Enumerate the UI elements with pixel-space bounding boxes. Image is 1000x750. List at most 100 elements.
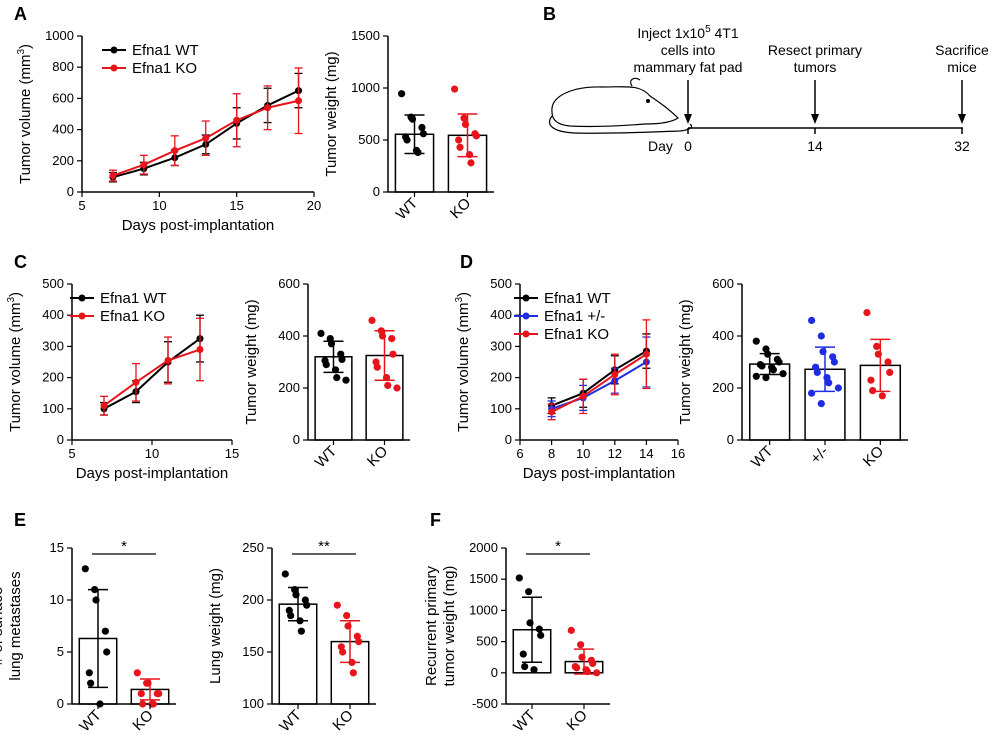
- data-point: [139, 700, 147, 708]
- data-point: [752, 372, 760, 380]
- legend-marker: [522, 312, 530, 320]
- data-point: [519, 650, 527, 658]
- data-point: [752, 337, 760, 345]
- y-tick-label: 5: [57, 644, 64, 659]
- data-point: [863, 309, 871, 317]
- data-point: [342, 376, 350, 384]
- x-tick-label: 10: [152, 198, 166, 213]
- y-tick-label: 100: [490, 401, 512, 416]
- y-tick-label: 600: [278, 276, 300, 291]
- legend-marker: [78, 294, 86, 302]
- data-point: [817, 332, 825, 340]
- series-line: [103, 348, 201, 407]
- data-point: [355, 638, 363, 646]
- y-axis-label: Tumor volume (mm3): [16, 44, 34, 184]
- series-efna1-wt: [547, 333, 651, 415]
- y-tick-label: 0: [491, 665, 498, 680]
- y-axis-label: Lung weight (mg): [207, 568, 224, 684]
- inject-label-line3: mammary fat pad: [634, 59, 743, 75]
- x-tick-label: 8: [548, 446, 555, 461]
- data-point: [384, 381, 392, 389]
- data-point: [155, 690, 163, 698]
- data-point: [515, 574, 523, 582]
- y-tick-label: 500: [476, 634, 498, 649]
- bar-chart-C-bar: 0 200 400 600 Tumor weight (mg) WT KO: [243, 276, 410, 471]
- data-point: [808, 316, 816, 324]
- significance-label: *: [121, 538, 127, 555]
- data-point: [813, 368, 821, 376]
- y-tick-label: 200: [278, 380, 300, 395]
- y-tick-label: 600: [712, 276, 734, 291]
- y-tick-label: 0: [727, 432, 734, 447]
- y-axis-label: # of surface: [0, 587, 6, 665]
- y-axis-label: Recurrent primary: [423, 565, 440, 686]
- data-point: [589, 659, 597, 668]
- y-axis-label: lung metastases: [7, 571, 24, 680]
- arrow-down-icon: [684, 80, 692, 124]
- line-chart-C-line: 0 100 200 300 400 500 Tumor volume (mm3) 5 10 15 D…: [6, 276, 239, 482]
- x-tick-label: 5: [78, 198, 85, 213]
- series-efna1-ko: [108, 67, 303, 182]
- y-tick-label: 200: [712, 380, 734, 395]
- data-point: [521, 662, 529, 671]
- data-point: [349, 669, 357, 677]
- data-point: [834, 384, 842, 392]
- x-tick-label: KO: [563, 707, 590, 734]
- data-point: [418, 123, 426, 132]
- data-point: [573, 664, 581, 672]
- data-point: [762, 374, 770, 382]
- legend-label: Efna1 WT: [544, 290, 611, 307]
- data-point: [535, 625, 543, 633]
- resect-label: Resect primary: [768, 42, 862, 58]
- data-point: [456, 143, 464, 151]
- data-point: [467, 159, 475, 167]
- data-point: [454, 136, 463, 144]
- y-tick-label: 200: [52, 153, 74, 168]
- data-point: [642, 350, 650, 358]
- day-tick-label: 32: [954, 138, 970, 154]
- sacrifice-label-line2: mice: [947, 59, 977, 75]
- legend-marker: [110, 64, 118, 72]
- series-efna1-ko: [100, 317, 204, 416]
- data-point: [878, 392, 886, 400]
- y-tick-label: 300: [42, 338, 64, 353]
- data-point: [287, 612, 295, 620]
- data-point: [264, 104, 272, 112]
- data-point: [537, 631, 545, 639]
- arrow-down-icon: [811, 80, 819, 124]
- line-chart-A-line: 0 200 400 600 800 1000 Tumor volume (mm3) 5 10 15…: [16, 28, 321, 234]
- data-point: [333, 601, 341, 609]
- x-tick-label: WT: [76, 707, 105, 736]
- x-axis-label: Days post-implantation: [122, 217, 275, 234]
- significance-label: **: [318, 538, 330, 555]
- x-tick-label: 12: [608, 446, 622, 461]
- panel-label-a: A: [14, 4, 27, 24]
- data-point: [373, 363, 381, 371]
- x-tick-label: 15: [225, 446, 239, 461]
- y-tick-label: 400: [712, 328, 734, 343]
- data-point: [87, 679, 95, 687]
- y-tick-label: 800: [52, 59, 74, 74]
- data-point: [611, 370, 619, 378]
- data-point: [196, 346, 204, 354]
- x-tick-label: 10: [576, 446, 590, 461]
- data-point: [886, 368, 894, 376]
- y-tick-label: 500: [358, 132, 380, 147]
- data-point: [825, 379, 833, 387]
- y-tick-label: 300: [490, 338, 512, 353]
- data-point: [133, 669, 141, 677]
- panel-label-b: B: [543, 4, 556, 24]
- y-tick-label: 0: [57, 432, 64, 447]
- data-point: [368, 316, 376, 324]
- y-tick-label: 150: [242, 644, 264, 659]
- y-tick-label: 200: [490, 370, 512, 385]
- data-point: [593, 669, 601, 677]
- x-tick-label: +/-: [807, 443, 832, 468]
- y-tick-label: 200: [42, 370, 64, 385]
- x-tick-label: WT: [312, 443, 341, 472]
- inject-label-line2: cells into: [661, 42, 716, 58]
